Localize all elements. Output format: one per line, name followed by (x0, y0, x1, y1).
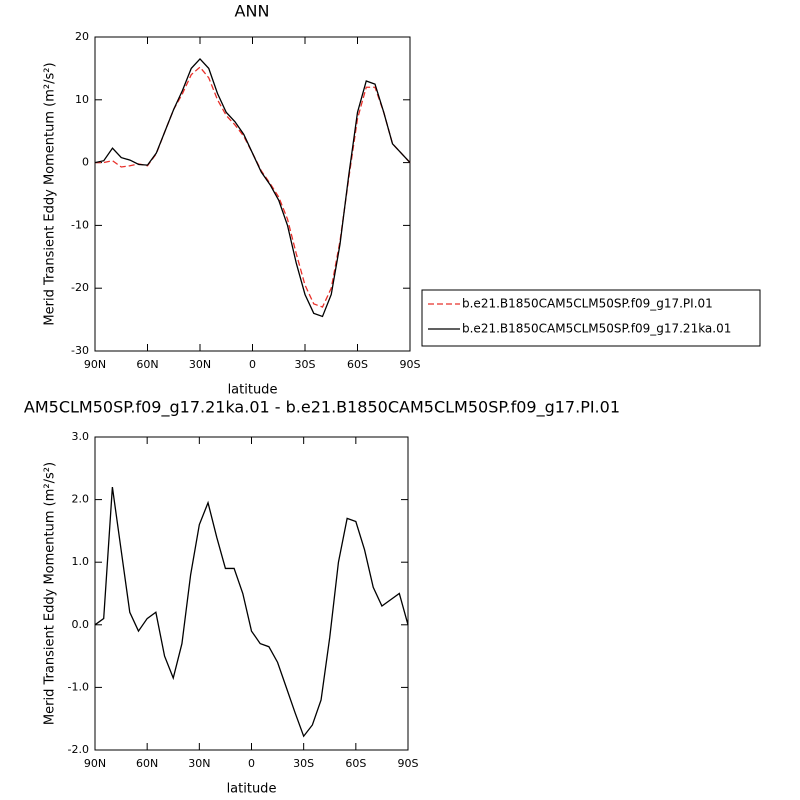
legend-box (421, 289, 761, 347)
y-tick-label: 3.0 (72, 430, 90, 443)
x-tick-label: 90S (400, 358, 421, 371)
plot-frame (94, 436, 409, 751)
y-tick-label: -10 (71, 218, 89, 231)
legend-label: b.e21.B1850CAM5CLM50SP.f09_g17.21ka.01 (462, 322, 731, 336)
y-tick-label: 20 (75, 30, 89, 43)
series-line (94, 486, 409, 738)
x-axis-label: latitude (228, 383, 278, 398)
legend-label: b.e21.B1850CAM5CLM50SP.f09_g17.PI.01 (462, 297, 713, 311)
y-tick-label: 10 (75, 93, 89, 106)
series-line (94, 58, 411, 318)
x-tick-label: 30S (295, 358, 316, 371)
y-tick-label: -2.0 (68, 743, 89, 756)
y-tick-label: 1.0 (72, 555, 90, 568)
chart-title: AM5CLM50SP.f09_g17.21ka.01 - b.e21.B1850… (24, 398, 620, 418)
y-tick-label: -20 (71, 281, 89, 294)
x-tick-label: 90S (398, 757, 419, 770)
chart-title: ANN (235, 2, 270, 21)
x-tick-label: 60N (136, 358, 158, 371)
plot-frame (94, 36, 411, 352)
x-tick-label: 60S (347, 358, 368, 371)
y-tick-label: 2.0 (72, 493, 90, 506)
x-tick-label: 30N (188, 757, 210, 770)
y-axis-label: Merid Transient Eddy Momentum (m²/s²) (43, 462, 58, 725)
y-tick-label: 0.0 (72, 618, 90, 631)
x-tick-label: 30S (293, 757, 314, 770)
legend: b.e21.B1850CAM5CLM50SP.f09_g17.PI.01 b.e2… (421, 289, 761, 347)
x-tick-label: 60N (136, 757, 158, 770)
y-axis-label: Merid Transient Eddy Momentum (m²/s²) (43, 62, 58, 325)
series-line (95, 66, 411, 308)
y-tick-label: 0 (82, 156, 89, 169)
x-tick-label: 90N (84, 757, 106, 770)
x-tick-label: 90N (84, 358, 106, 371)
x-tick-label: 60S (345, 757, 366, 770)
x-axis-label: latitude (227, 782, 277, 797)
y-tick-label: -1.0 (68, 680, 89, 693)
x-tick-label: 30N (189, 358, 211, 371)
x-tick-label: 0 (249, 358, 256, 371)
y-tick-label: -30 (71, 344, 89, 357)
x-tick-label: 0 (248, 757, 255, 770)
